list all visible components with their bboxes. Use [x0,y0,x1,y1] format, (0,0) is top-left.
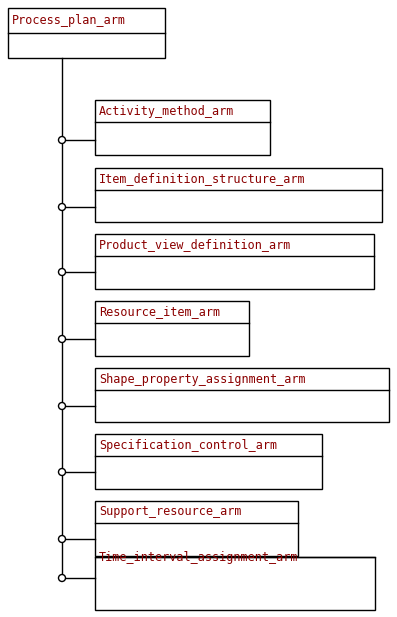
Bar [95,501,298,556]
Bar [95,557,375,610]
Text: Support_resource_arm: Support_resource_arm [99,505,241,518]
Text: Time_interval_assignment_arm: Time_interval_assignment_arm [99,550,299,563]
Text: Specification_control_arm: Specification_control_arm [99,439,277,452]
Text: Activity_method_arm: Activity_method_arm [99,104,234,117]
Circle shape [58,574,66,581]
Text: Product_view_definition_arm: Product_view_definition_arm [99,239,291,252]
Circle shape [58,536,66,542]
Circle shape [58,136,66,144]
Bar [95,368,389,422]
Bar [95,434,322,489]
Circle shape [58,336,66,342]
Bar [95,234,374,289]
Bar [95,100,270,155]
Bar [95,168,382,222]
Circle shape [58,268,66,276]
Bar [8,8,165,58]
Text: Shape_property_assignment_arm: Shape_property_assignment_arm [99,373,306,386]
Text: Resource_item_arm: Resource_item_arm [99,305,220,318]
Circle shape [58,402,66,410]
Circle shape [58,468,66,476]
Text: Process_plan_arm: Process_plan_arm [12,14,126,27]
Text: Item_definition_structure_arm: Item_definition_structure_arm [99,173,306,186]
Circle shape [58,204,66,210]
Bar [95,301,249,356]
